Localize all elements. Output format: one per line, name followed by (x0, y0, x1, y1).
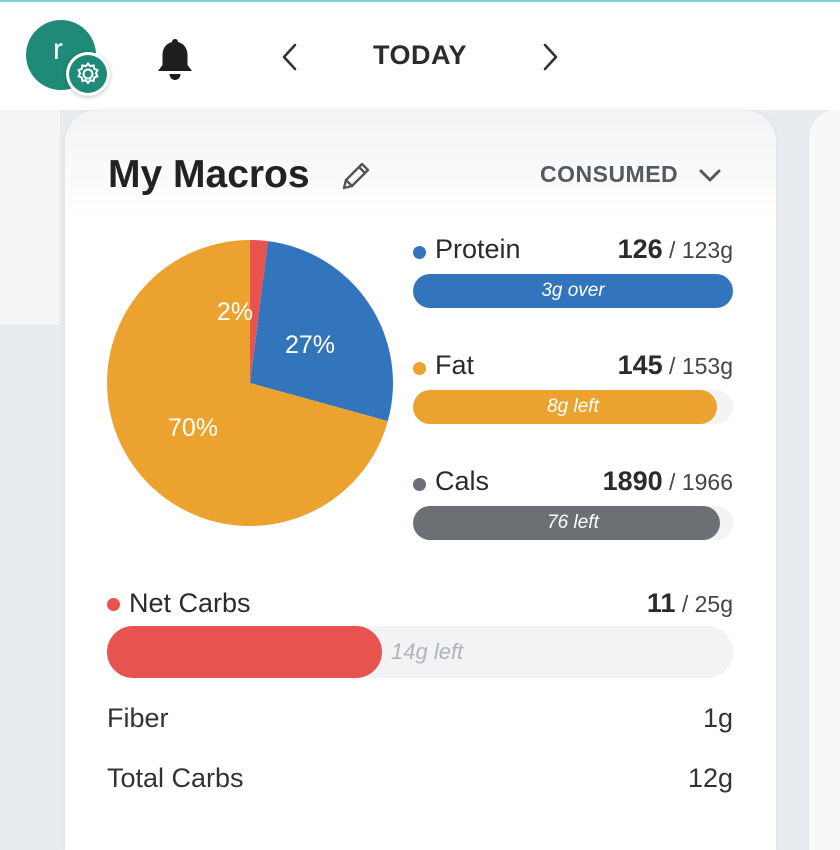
pie-label-fat: 70% (168, 414, 218, 442)
chevron-right-icon[interactable] (538, 40, 562, 74)
macro-value: 1890 (602, 466, 663, 496)
macro-row-fat: Fat 145 / 153g 8g left (413, 350, 733, 430)
chevron-left-icon[interactable] (278, 40, 302, 74)
left-card-edge (0, 110, 60, 325)
macro-name: Protein (435, 234, 521, 264)
progress-label: 76 left (547, 512, 599, 533)
macro-row-protein: Protein 126 / 123g 3g over (413, 234, 733, 314)
card-title: My Macros (108, 153, 310, 196)
macro-value: 126 (617, 234, 663, 264)
app-header: r TODAY (0, 2, 840, 110)
macro-row-cals: Cals 1890 / 1966 76 left (413, 466, 733, 546)
progress-track: 76 left (413, 506, 733, 540)
fat-dot (413, 362, 426, 375)
progress-label: 8g left (547, 396, 599, 417)
top-accent-line (0, 0, 840, 2)
macro-target: / 123g (662, 237, 733, 263)
next-card-peek[interactable] (808, 110, 840, 850)
macro-target: / 153g (662, 353, 733, 379)
net-carbs-values: 11 / 25g (647, 588, 733, 619)
pie-label-carbs: 2% (217, 298, 253, 326)
progress-fill (413, 274, 733, 308)
fiber-value: 1g (702, 703, 733, 733)
macro-name: Cals (435, 466, 490, 496)
macro-target: / 1966 (662, 469, 733, 495)
bell-icon[interactable] (152, 35, 198, 83)
progress-label: 3g over (541, 280, 605, 301)
macros-pie-chart: 2% 27% 70% (107, 240, 393, 526)
net-carbs-progress-label: 14g left (391, 639, 464, 664)
pie-slice-fat (107, 240, 388, 526)
macro-values: 126 / 123g (618, 234, 733, 265)
fiber-label: Fiber (107, 703, 169, 733)
cals-dot (413, 478, 426, 491)
pie-slice-protein (250, 241, 393, 422)
pie-label-protein: 27% (285, 331, 335, 359)
total-carbs-value: 12g (687, 763, 733, 793)
macros-card-header (65, 110, 776, 220)
net-carbs-name: Net Carbs (129, 588, 251, 618)
chevron-down-icon[interactable] (698, 166, 722, 186)
net-carbs-target: / 25g (675, 591, 733, 617)
macro-values: 1890 / 1966 (603, 466, 733, 497)
progress-fill (413, 506, 721, 540)
consumed-dropdown[interactable]: CONSUMED (540, 161, 679, 187)
net-carbs-dot (107, 598, 120, 611)
macro-value: 145 (617, 350, 663, 380)
macro-name: Fat (435, 350, 475, 380)
avatar-initial: r (53, 33, 63, 66)
progress-track: 3g over (413, 274, 733, 308)
net-carbs-progress-track: 14g left (107, 626, 733, 678)
date-title: TODAY (372, 40, 468, 70)
protein-dot (413, 246, 426, 259)
progress-fill (413, 390, 717, 424)
net-carbs-value: 11 (646, 588, 676, 618)
pie-slice-net-carbs (250, 240, 269, 383)
settings-gear-icon[interactable] (66, 52, 110, 96)
macro-values: 145 / 153g (618, 350, 733, 381)
edit-pencil-icon[interactable] (336, 158, 374, 196)
net-carbs-progress-fill (107, 626, 383, 678)
progress-track: 8g left (413, 390, 733, 424)
total-carbs-label: Total Carbs (107, 763, 244, 793)
